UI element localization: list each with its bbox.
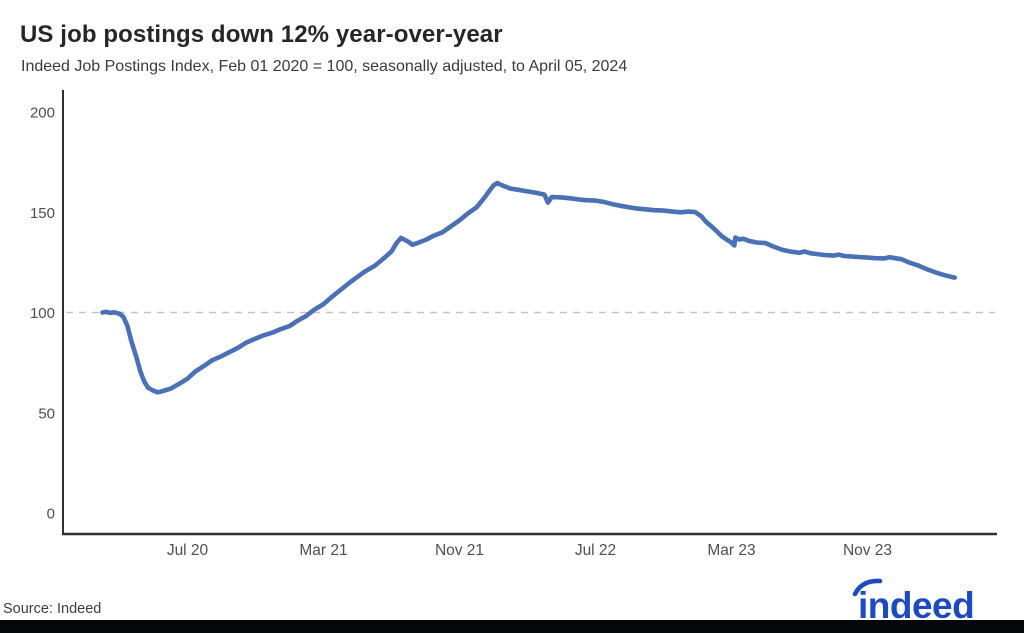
indeed-logo: indeed (852, 578, 975, 620)
footer-bar (0, 620, 1024, 633)
x-tick-label: Nov 21 (435, 542, 484, 559)
chart-title: US job postings down 12% year-over-year (20, 21, 503, 48)
x-tick-label: Jul 20 (167, 542, 209, 559)
x-tick-label: Mar 23 (707, 542, 755, 559)
x-tick-label: Nov 23 (843, 542, 892, 559)
y-tick-label: 200 (30, 105, 55, 122)
y-tick-label: 150 (30, 205, 55, 222)
y-tick-label: 100 (30, 305, 55, 322)
series-line (100, 180, 958, 395)
logo-swoosh-icon (852, 578, 883, 597)
y-tick-label: 50 (38, 405, 55, 422)
source-label: Source: Indeed (3, 601, 102, 617)
indeed-logo-text: indeed (858, 585, 974, 620)
x-tick-label: Mar 21 (299, 542, 347, 559)
y-tick-label: 0 (47, 506, 55, 523)
chart-subtitle: Indeed Job Postings Index, Feb 01 2020 =… (21, 58, 628, 75)
x-tick-label: Jul 22 (575, 542, 616, 559)
